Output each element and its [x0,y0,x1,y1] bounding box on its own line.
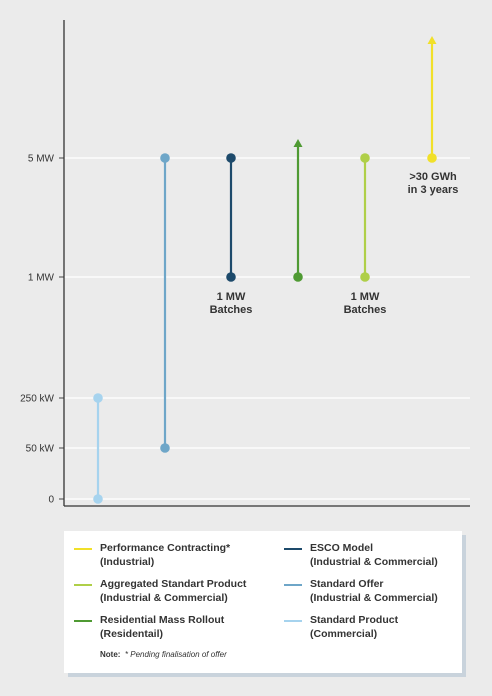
legend-swatch [74,620,92,622]
range-low-point-standard-offer-industrial-commercial [160,443,170,453]
chart-area: 0 50 kW 250 kW 1 MW 5 MW 1 MW Batches 1 MW Batch… [20,20,470,507]
range-low-point-esco-model-industrial-commercial [226,272,236,282]
legend-swatch [284,548,302,550]
range-low-point-residential-mass-rollout-residentail [293,272,303,282]
annotation-line: 1 MW [351,291,380,303]
annotation-line: Batches [344,304,387,316]
range-high-point-esco-model-industrial-commercial [226,153,236,163]
legend-swatch [74,548,92,550]
legend-label: Aggregated Standart Product (Industrial … [100,578,247,604]
legend-label: Standard Product (Commercial) [310,614,399,640]
y-tick-label: 50 kW [26,444,55,455]
y-tick-label: 5 MW [28,154,55,165]
legend-label: Residential Mass Rollout (Residentail) [100,614,225,640]
annotation-label: 1 MW Batches [344,291,387,316]
y-tick-label: 1 MW [28,273,55,284]
range-low-point-performance-contracting-industrial [427,153,437,163]
legend-note: Note: * Pending finalisation of offer [100,650,227,659]
legend-swatch [284,584,302,586]
legend-swatch [74,584,92,586]
range-high-point-aggregated-standart-product-industrial-commercial [360,153,370,163]
annotation-line: 1 MW [217,291,246,303]
range-arrow-performance-contracting-industrial [427,36,437,44]
range-high-point-standard-offer-industrial-commercial [160,153,170,163]
legend-note-label: Note: [100,650,121,659]
legend-swatch [284,620,302,622]
range-high-point-standard-product-commercial [93,393,103,403]
y-tick-label: 250 kW [20,394,54,405]
legend-label: Performance Contracting* (Industrial) [100,542,231,568]
range-low-point-aggregated-standart-product-industrial-commercial [360,272,370,282]
legend-label: Standard Offer (Industrial & Commercial) [310,578,438,604]
annotation-line: >30 GWh [409,171,457,183]
annotation-line: Batches [210,304,253,316]
legend: Performance Contracting* (Industrial) ESC… [64,531,462,673]
range-low-point-standard-product-commercial [93,494,103,504]
annotation-label: >30 GWh in 3 years [408,171,459,196]
annotation-line: in 3 years [408,184,459,196]
annotation-label: 1 MW Batches [210,291,253,316]
legend-label: ESCO Model (Industrial & Commercial) [310,542,438,568]
y-tick-label: 0 [48,495,54,506]
legend-note-text: * Pending finalisation of offer [124,650,227,659]
range-arrow-residential-mass-rollout-residentail [293,139,303,147]
